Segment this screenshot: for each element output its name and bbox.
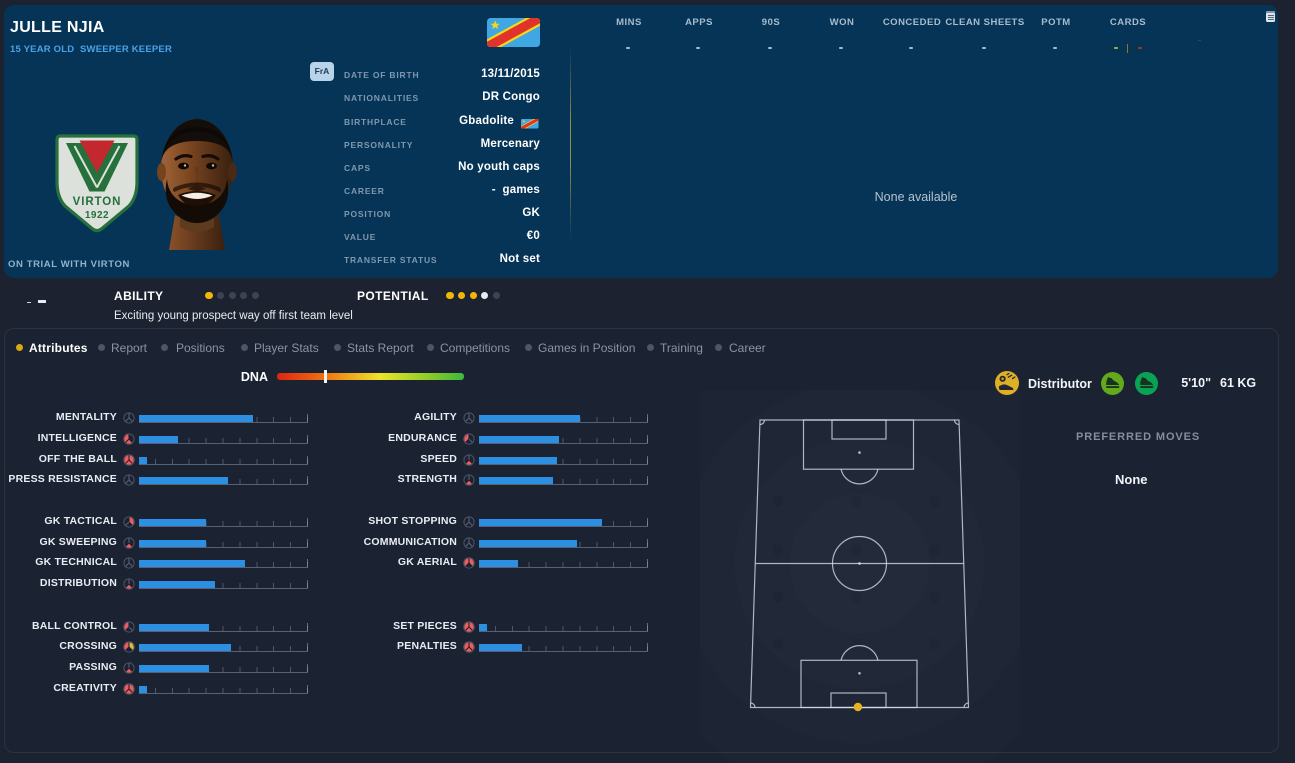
svg-text:1922: 1922 (85, 210, 109, 221)
svg-text:VIRTON: VIRTON (73, 196, 122, 208)
